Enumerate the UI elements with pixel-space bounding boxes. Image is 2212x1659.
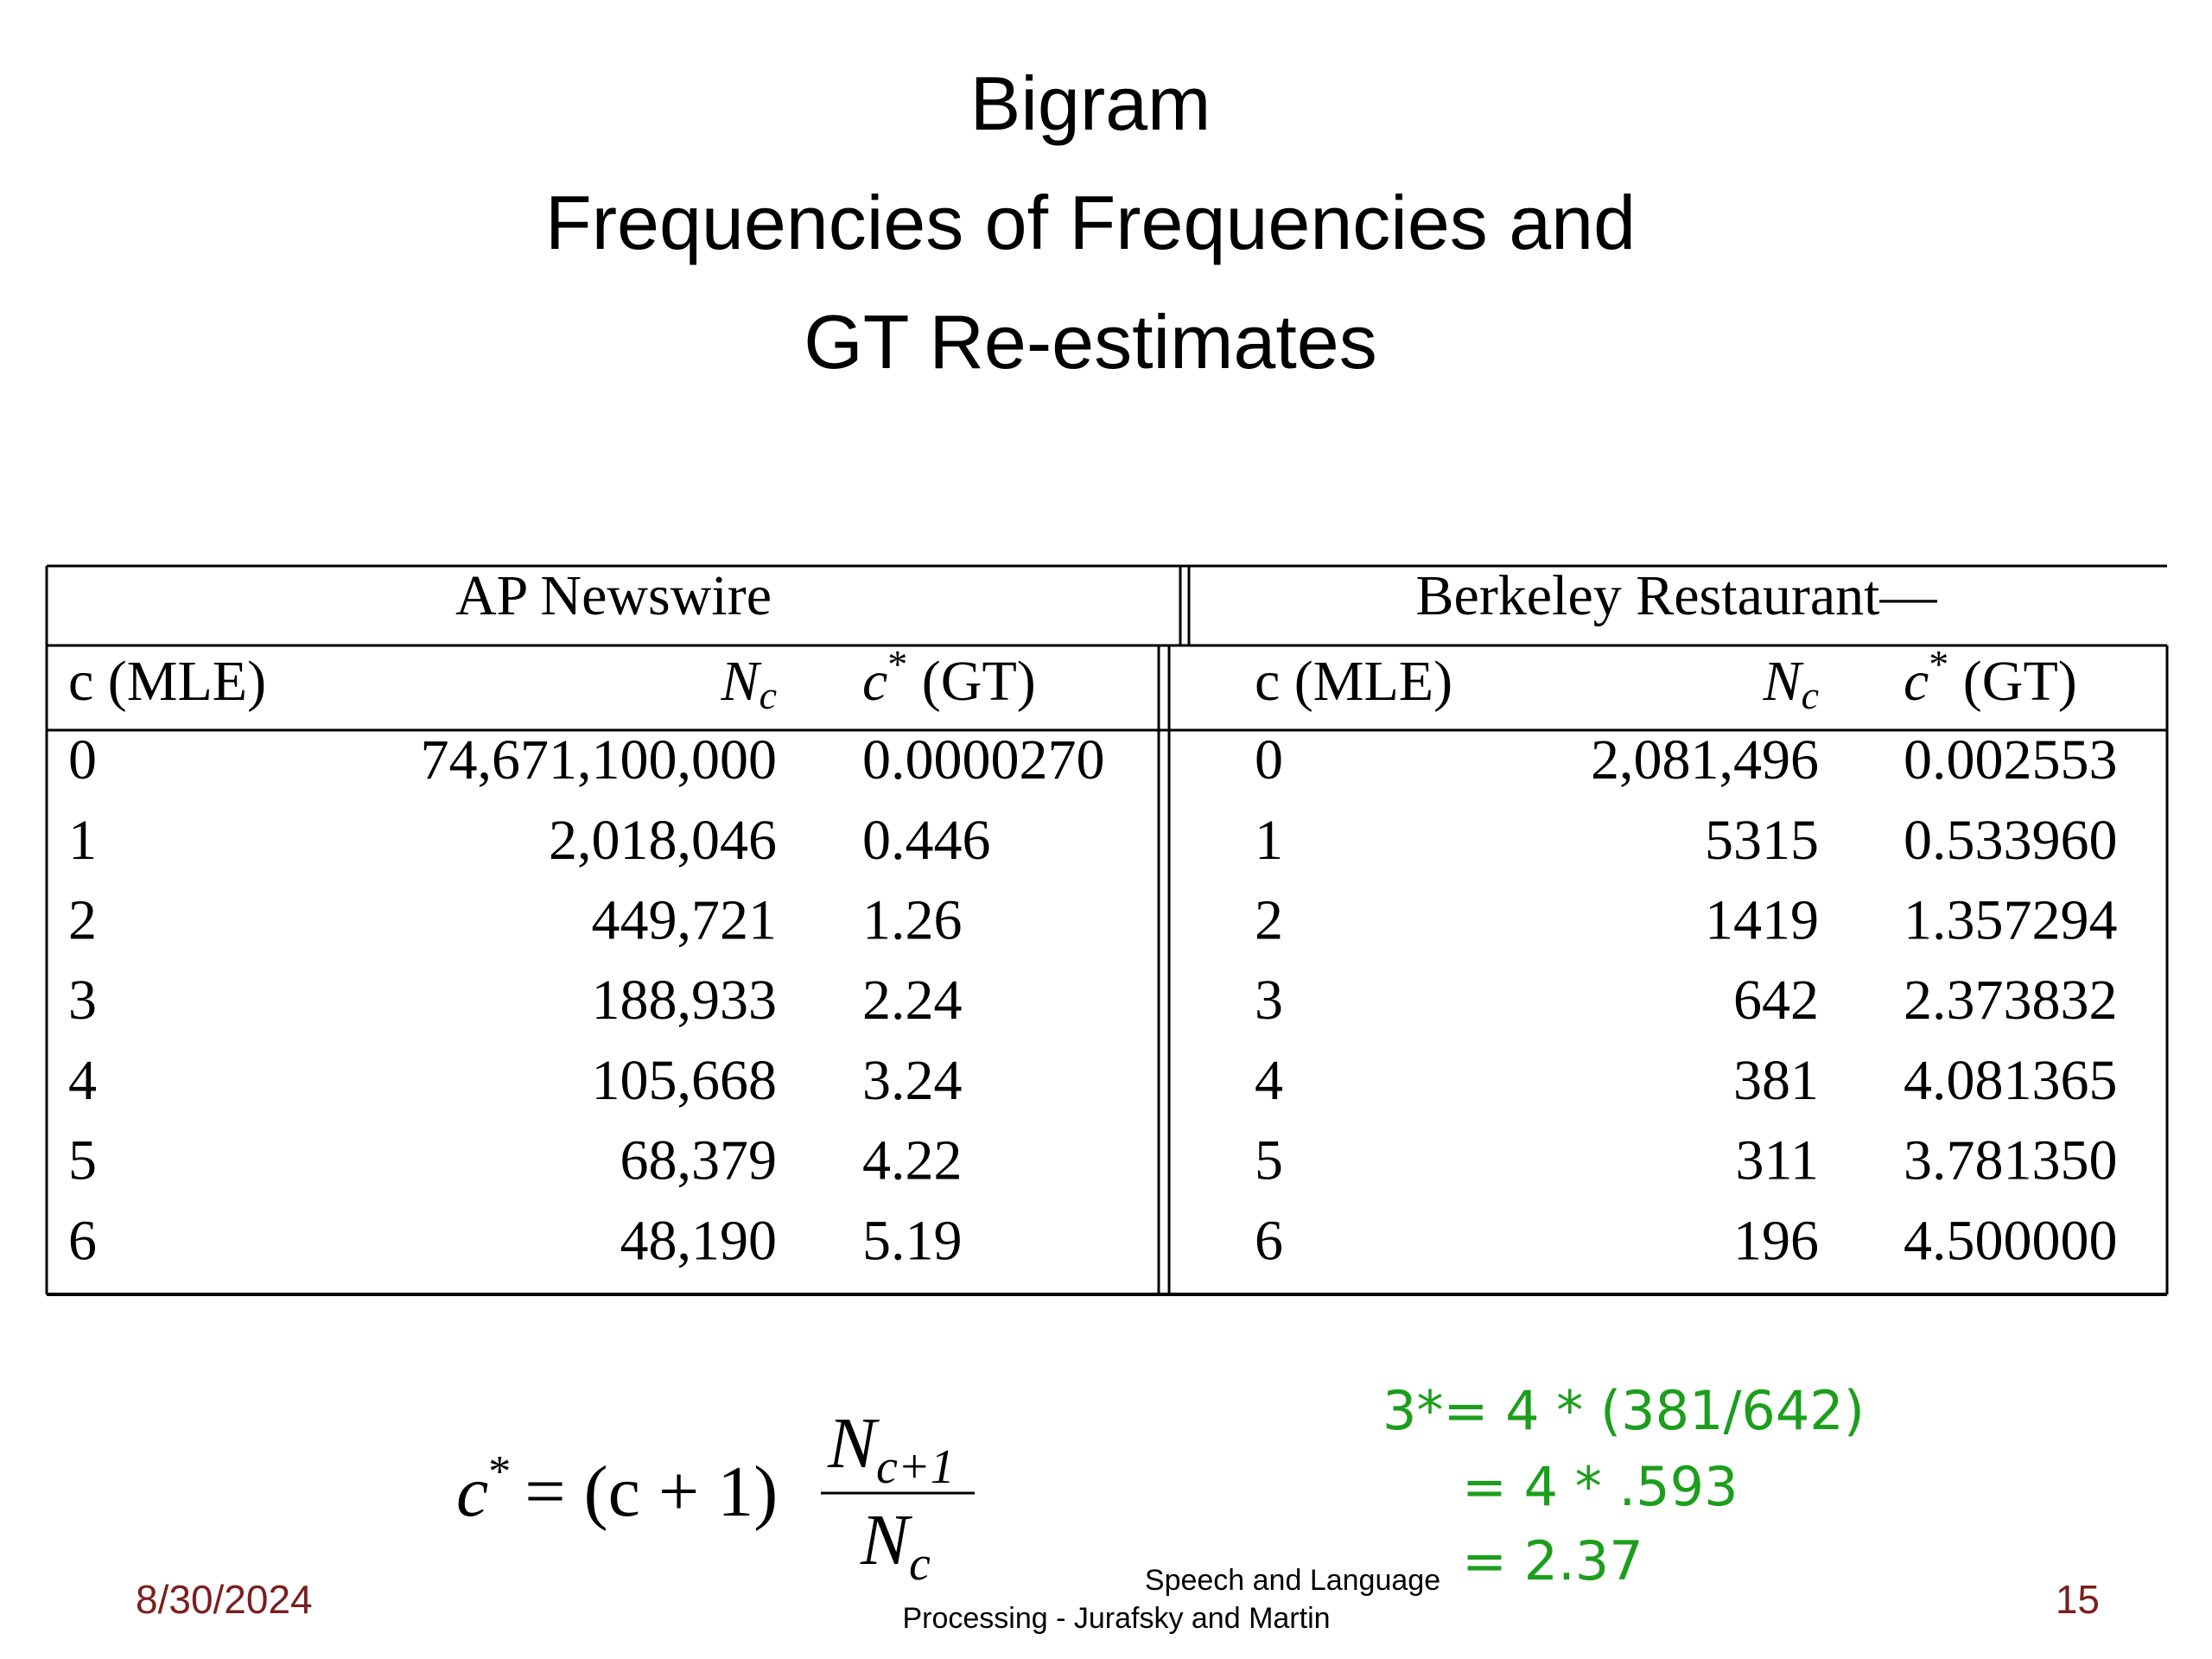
- table-cell: 48,190: [620, 1209, 778, 1272]
- header-text: c (MLE): [68, 650, 266, 713]
- title-line: Bigram: [970, 60, 1211, 146]
- formula-sub: c+1: [876, 1440, 955, 1494]
- title-line: Frequencies of Frequencies and: [545, 180, 1636, 265]
- header-text: (GT): [907, 650, 1035, 713]
- table: AP Newswire Berkeley Restaurant— c (MLE) Nc…: [68, 564, 2118, 1272]
- table-cell: 3: [1255, 969, 1283, 1032]
- table-cell: 3.24: [862, 1049, 963, 1112]
- table-cell: 5.19: [862, 1209, 963, 1272]
- formula-denominator: Nc: [860, 1500, 931, 1591]
- table-cell: 1: [1255, 809, 1283, 872]
- formula-numerator: Nc+1: [827, 1403, 955, 1494]
- header-text: N: [1763, 650, 1805, 713]
- table-cell: 2.373832: [1904, 969, 2118, 1032]
- table-cell: 0: [1255, 728, 1283, 791]
- table-cell: 449,721: [592, 889, 778, 952]
- table-cell: 0.533960: [1904, 809, 2118, 872]
- footer-source: Speech and Language: [1145, 1564, 1440, 1597]
- table-cell: 74,671,100,000: [421, 728, 778, 791]
- table-cell: 68,379: [620, 1129, 778, 1192]
- table-cell: 0.0000270: [862, 728, 1105, 791]
- table-cell: 5315: [1705, 809, 1819, 872]
- table-cell: 4: [1255, 1049, 1283, 1112]
- table-cell: 188,933: [592, 969, 778, 1032]
- header-text: c: [862, 650, 887, 713]
- table-cell: 1.26: [862, 889, 963, 952]
- formula-rhs: = (c + 1): [524, 1452, 778, 1532]
- footer-date: 8/30/2024: [136, 1577, 313, 1622]
- formula-symbol: c: [456, 1452, 488, 1532]
- column-header: c* (GT): [1904, 642, 2077, 714]
- table-cell: 1: [68, 809, 97, 872]
- header-text: c: [1904, 650, 1929, 713]
- header-sup: *: [887, 642, 907, 686]
- title-line: GT Re-estimates: [804, 299, 1376, 385]
- formula-symbol: N: [827, 1403, 880, 1484]
- group-header: AP Newswire: [455, 564, 772, 627]
- table-cell: 196: [1733, 1209, 1819, 1272]
- footer-page: 15: [2056, 1577, 2100, 1622]
- table-cell: 6: [68, 1209, 97, 1272]
- note-line: = 4 * .593: [1462, 1455, 1738, 1518]
- formula-symbol: N: [860, 1500, 912, 1580]
- table-cell: 642: [1733, 969, 1819, 1032]
- footer-source: Processing - Jurafsky and Martin: [902, 1602, 1330, 1635]
- table-cell: 5: [68, 1129, 97, 1192]
- formula-sub: c: [909, 1537, 931, 1591]
- formula-sup: *: [488, 1447, 511, 1497]
- table-cell: 4: [68, 1049, 97, 1112]
- formula-lhs: c* = (c + 1): [456, 1447, 778, 1532]
- table-cell: 2,018,046: [549, 809, 777, 872]
- table-cell: 5: [1255, 1129, 1283, 1192]
- note-line: = 2.37: [1462, 1529, 1643, 1592]
- header-text: c (MLE): [1255, 650, 1452, 713]
- table-cell: 2: [1255, 889, 1283, 952]
- table-cell: 0: [68, 728, 97, 791]
- table-cell: 381: [1733, 1049, 1819, 1112]
- header-sup: *: [1929, 642, 1948, 686]
- group-header: Berkeley Restaurant—: [1416, 564, 1938, 627]
- table-cell: 311: [1735, 1129, 1819, 1192]
- table-cell: 0.002553: [1904, 728, 2118, 791]
- column-header: c* (GT): [862, 642, 1036, 714]
- table-cell: 1.357294: [1904, 889, 2118, 952]
- table-cell: 2: [68, 889, 97, 952]
- header-text: N: [721, 650, 763, 713]
- table-cell: 4.500000: [1904, 1209, 2118, 1272]
- table-cell: 4.081365: [1904, 1049, 2118, 1112]
- header-sub: c: [760, 673, 777, 717]
- column-header: Nc: [721, 650, 777, 716]
- table-cell: 105,668: [592, 1049, 778, 1112]
- header-text: (GT): [1948, 650, 2076, 713]
- table-cell: 6: [1255, 1209, 1283, 1272]
- formula: c* = (c + 1) Nc+1 Nc: [456, 1403, 975, 1591]
- table-cell: 1419: [1705, 889, 1819, 952]
- table-cell: 3: [68, 969, 97, 1032]
- table-cell: 0.446: [862, 809, 991, 872]
- table-cell: 3.781350: [1904, 1129, 2118, 1192]
- table-cell: 2.24: [862, 969, 963, 1032]
- table-cell: 2,081,496: [1591, 728, 1819, 791]
- table-cell: 4.22: [862, 1129, 963, 1192]
- column-header: c (MLE): [1255, 650, 1452, 713]
- header-sub: c: [1802, 673, 1819, 717]
- column-header: Nc: [1763, 650, 1819, 716]
- column-header: c (MLE): [68, 650, 266, 713]
- note-line: 3*= 4 * (381/642): [1382, 1379, 1865, 1442]
